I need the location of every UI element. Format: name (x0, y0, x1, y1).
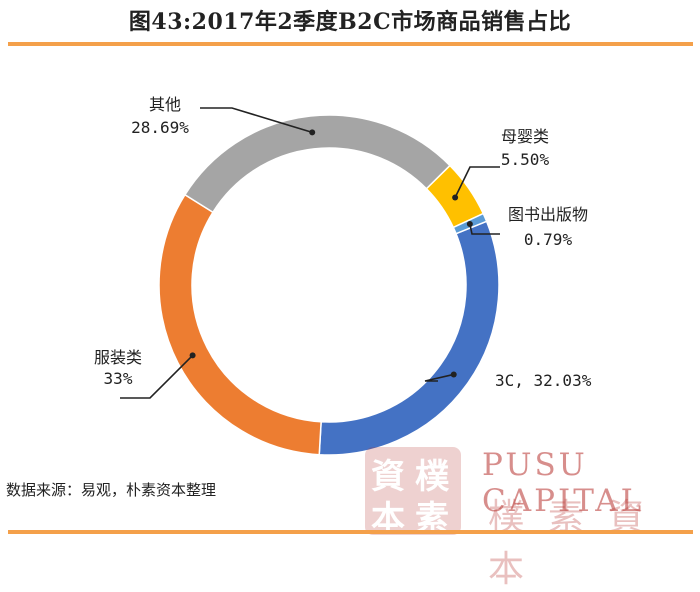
leader-dot (189, 352, 196, 359)
slice-label: 母婴类 (501, 127, 549, 146)
donut-slice (183, 114, 452, 214)
leader-line (120, 354, 194, 399)
watermark-chinese: 樸素資本 (488, 497, 669, 590)
donut-slice (318, 220, 500, 456)
leader-dot (466, 220, 473, 227)
slice-value-label: 28.69% (131, 118, 189, 137)
leader-line (200, 107, 313, 134)
donut-slice (158, 193, 322, 456)
bottom-rule (8, 530, 693, 534)
title-underline (8, 42, 693, 46)
slice-value-label: 3C, 32.03% (495, 371, 592, 390)
watermark-seal: 資 樸 本 素 (365, 447, 461, 539)
slice-value-label: 33% (104, 369, 133, 388)
chart-title: 图43:2017年2季度B2C市场商品销售占比 (128, 9, 572, 35)
leader-dot (450, 371, 457, 378)
watermark-seal-char: 樸 (415, 457, 449, 497)
slice-label: 服装类 (94, 348, 142, 367)
source-note: 数据来源：易观，朴素资本整理 (6, 481, 217, 499)
watermark-seal-char: 資 (371, 457, 405, 497)
leader-line (454, 166, 500, 198)
leader-line (469, 223, 500, 235)
leader-dot (309, 129, 316, 136)
slice-label: 其他 (149, 95, 181, 114)
leader-line (424, 373, 454, 382)
watermark-english: PUSU CAPITAL (482, 447, 645, 519)
slice-label: 图书出版物 (508, 205, 588, 224)
slice-value-label: 0.79% (524, 230, 573, 249)
leader-dot (452, 194, 459, 201)
donut-chart: 3C, 32.03% 服装类 33% 其他 28.69% 母婴类 5.50% 图书出版物 0.7… (94, 95, 592, 456)
slice-value-label: 5.50% (501, 150, 550, 169)
